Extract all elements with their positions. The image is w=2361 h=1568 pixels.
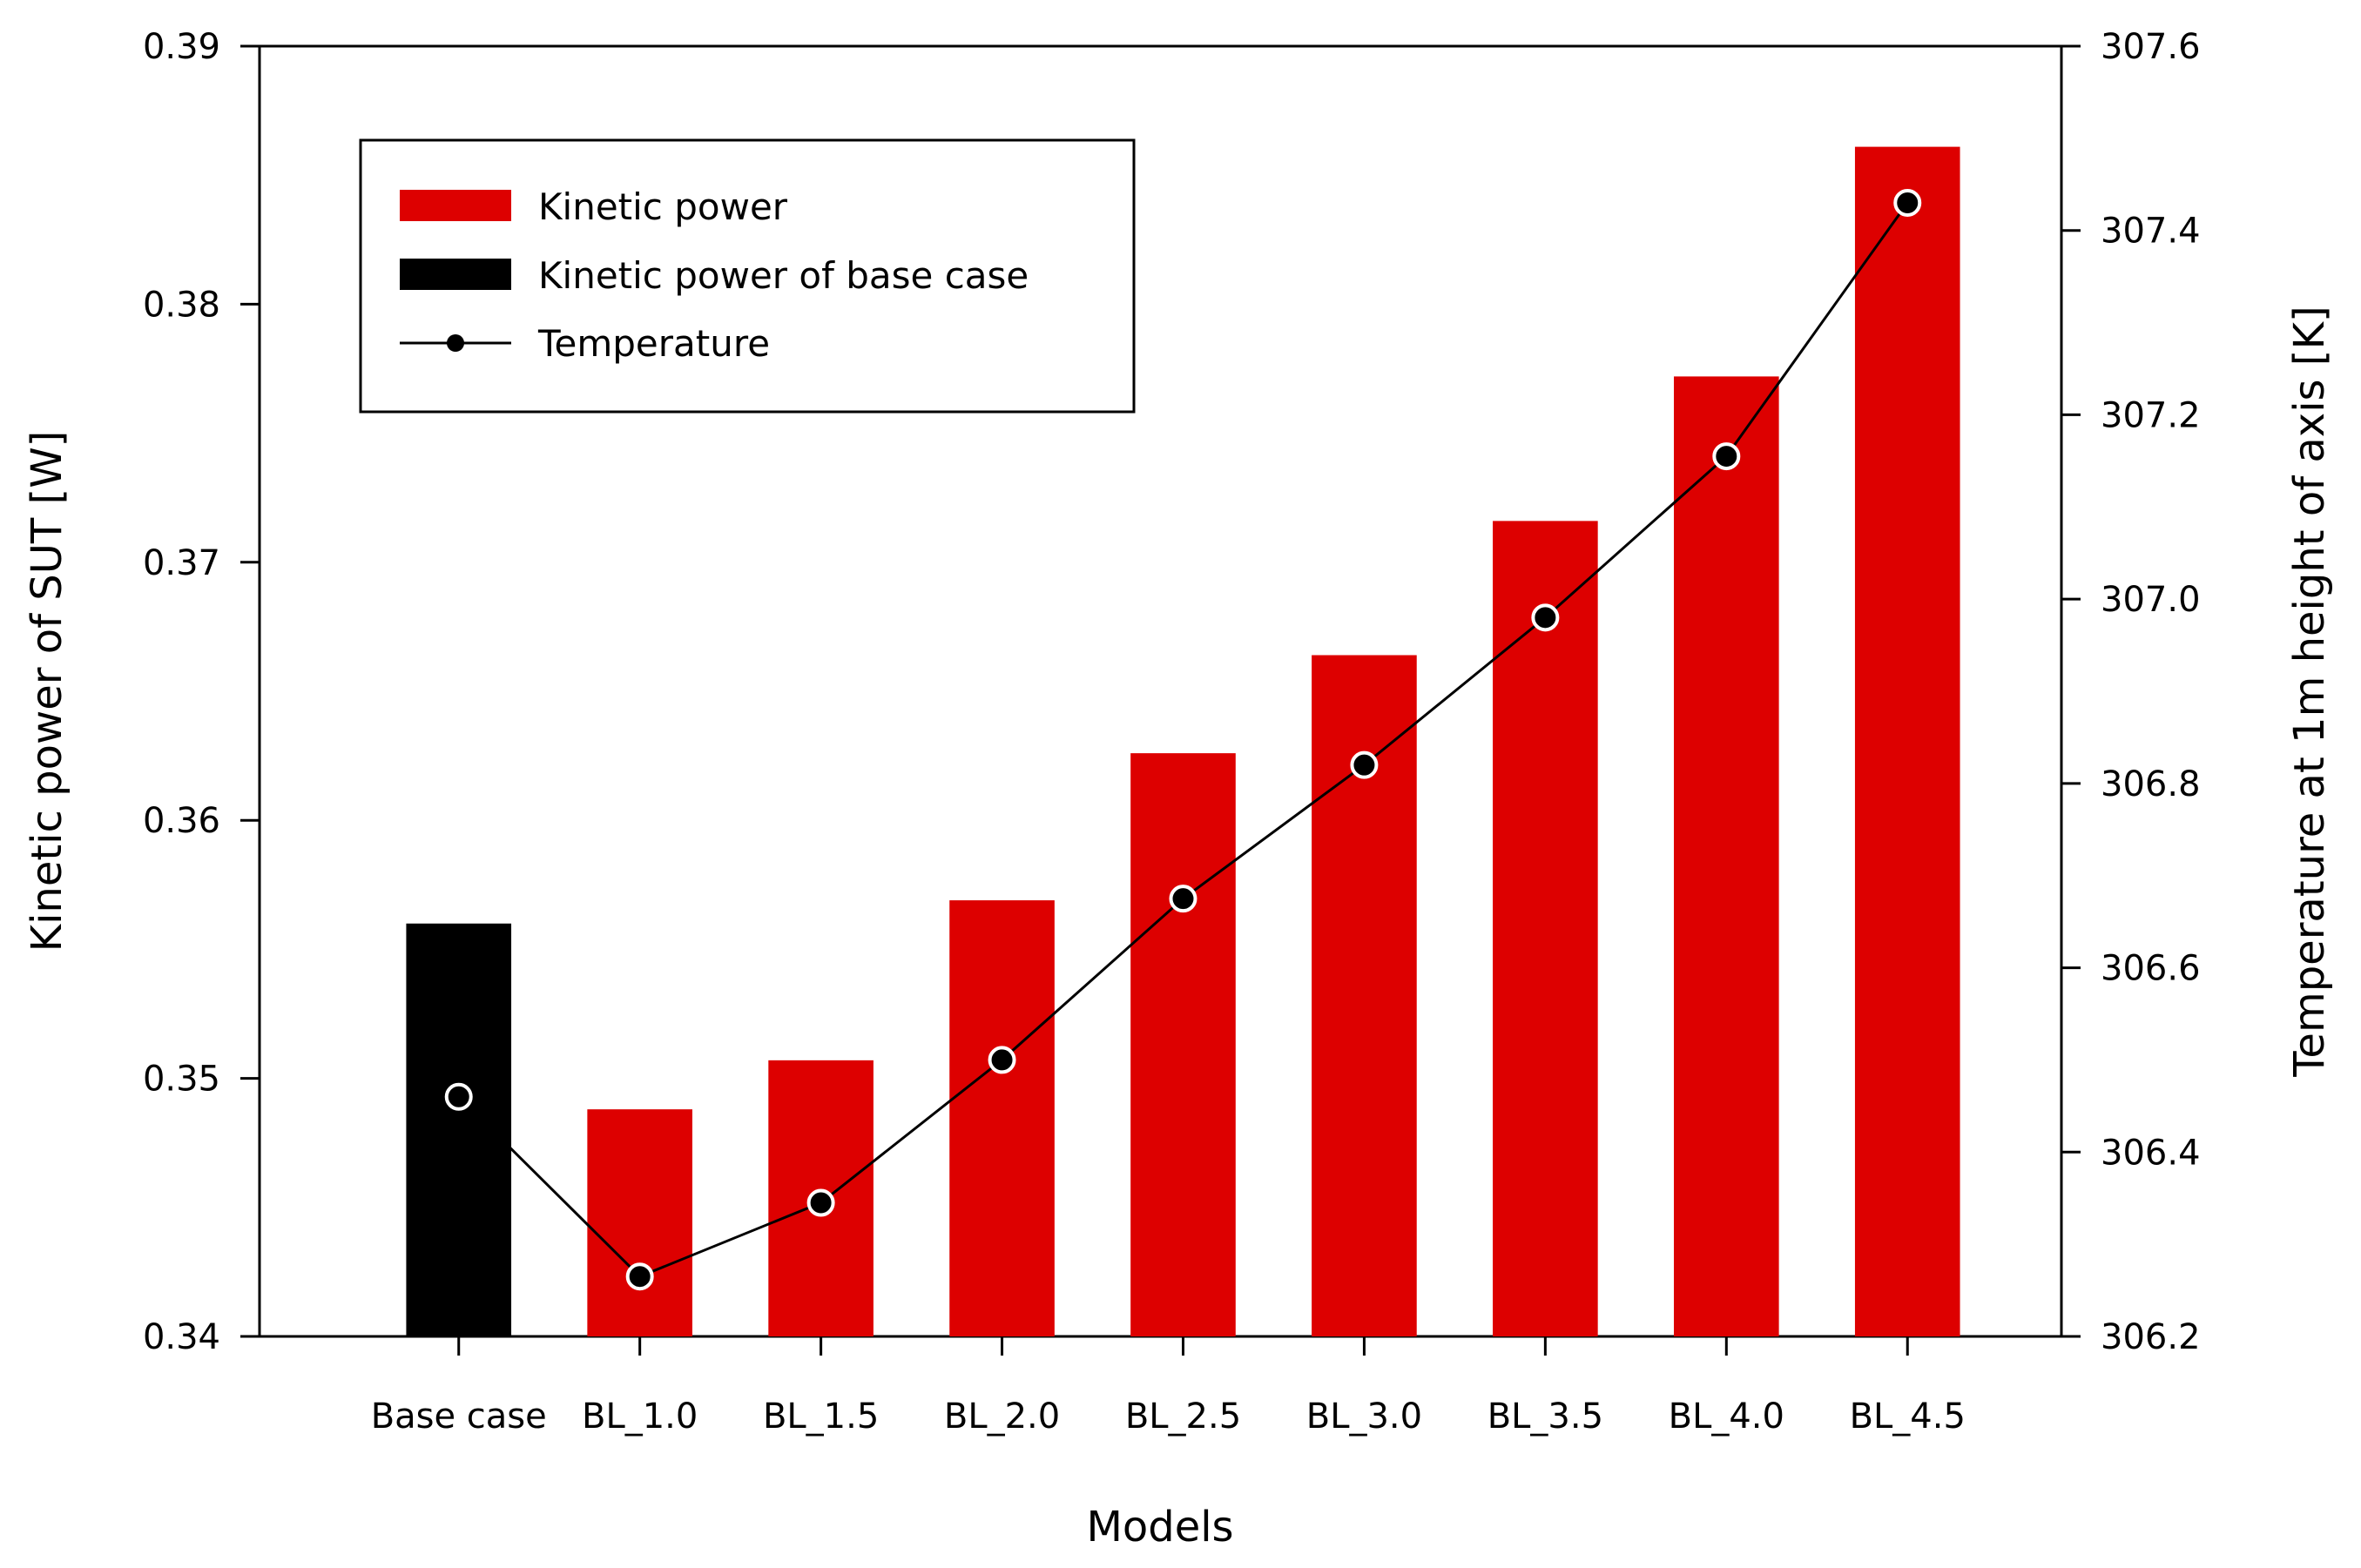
right-tick-label: 306.4	[2101, 1133, 2201, 1173]
bar-bl-2-5	[1130, 753, 1236, 1336]
right-tick-label: 307.0	[2101, 580, 2201, 620]
bar-bl-4-5	[1854, 146, 1960, 1337]
right-tick-label: 307.2	[2101, 395, 2201, 435]
bars-group	[406, 146, 1960, 1337]
legend-label-kinetic-power-base-case: Kinetic power of base case	[538, 254, 1029, 297]
x-tick-label: BL_2.5	[1125, 1396, 1241, 1437]
right-tick-label: 307.6	[2101, 27, 2201, 67]
temperature-point-bl-3-5	[1531, 603, 1560, 632]
x-tick-label: BL_3.5	[1487, 1396, 1603, 1437]
bar-bl-4-0	[1674, 376, 1779, 1337]
right-axis: 306.2 306.4 306.6 306.8 307.0 307.2 307.4 307.6	[2061, 27, 2201, 1357]
legend: Kinetic power Kinetic power of base case…	[359, 138, 1136, 414]
x-tick-label: BL_1.5	[763, 1396, 879, 1437]
temperature-point-bl-1-0	[625, 1262, 654, 1291]
left-tick-label: 0.39	[143, 27, 220, 67]
left-tick-label: 0.35	[143, 1060, 220, 1100]
x-tick-label: BL_3.0	[1306, 1396, 1422, 1437]
x-tick-label: BL_1.0	[582, 1396, 698, 1437]
x-axis: Base case BL_1.0 BL_1.5 BL_2.0 BL_2.5 BL_3.0 B…	[371, 1336, 1966, 1437]
right-tick-label: 306.2	[2101, 1317, 2201, 1357]
y2-axis-title: Temperature at 1m height of axis [K]	[2285, 306, 2334, 1078]
right-tick-label: 306.6	[2101, 949, 2201, 989]
temperature-point-base-case	[444, 1082, 473, 1111]
x-tick-label: Base case	[371, 1396, 547, 1437]
bar-base-case	[406, 923, 512, 1336]
x-tick-label: BL_4.5	[1850, 1396, 1966, 1437]
legend-swatch-kinetic-power	[400, 190, 511, 221]
legend-swatch-temperature-marker	[447, 334, 464, 352]
x-tick-label: BL_4.0	[1669, 1396, 1784, 1437]
right-tick-label: 307.4	[2101, 212, 2201, 252]
legend-label-kinetic-power: Kinetic power	[538, 185, 788, 228]
temperature-point-bl-1-5	[806, 1188, 835, 1217]
right-tick-label: 306.8	[2101, 764, 2201, 804]
temperature-point-bl-2-5	[1169, 885, 1197, 913]
bar-bl-2-0	[949, 900, 1055, 1336]
temperature-point-bl-3-0	[1350, 750, 1379, 779]
x-axis-title: Models	[1086, 1503, 1233, 1551]
x-tick-label: BL_2.0	[944, 1396, 1060, 1437]
temperature-point-bl-4-0	[1712, 442, 1741, 471]
bar-bl-1-0	[587, 1109, 692, 1336]
temperature-line-group	[444, 188, 1922, 1291]
y-axis-title: Kinetic power of SUT [W]	[23, 431, 71, 952]
left-tick-label: 0.34	[143, 1317, 220, 1357]
bar-bl-3-5	[1493, 521, 1598, 1336]
legend-swatch-kinetic-power-base-case	[400, 259, 511, 290]
left-tick-label: 0.37	[143, 543, 220, 583]
legend-label-temperature: Temperature	[537, 322, 770, 365]
left-axis: 0.34 0.35 0.36 0.37 0.38 0.39	[143, 27, 260, 1357]
left-tick-label: 0.36	[143, 801, 220, 841]
temperature-point-bl-4-5	[1893, 188, 1922, 217]
temperature-point-bl-2-0	[988, 1046, 1016, 1074]
left-tick-label: 0.38	[143, 285, 220, 325]
